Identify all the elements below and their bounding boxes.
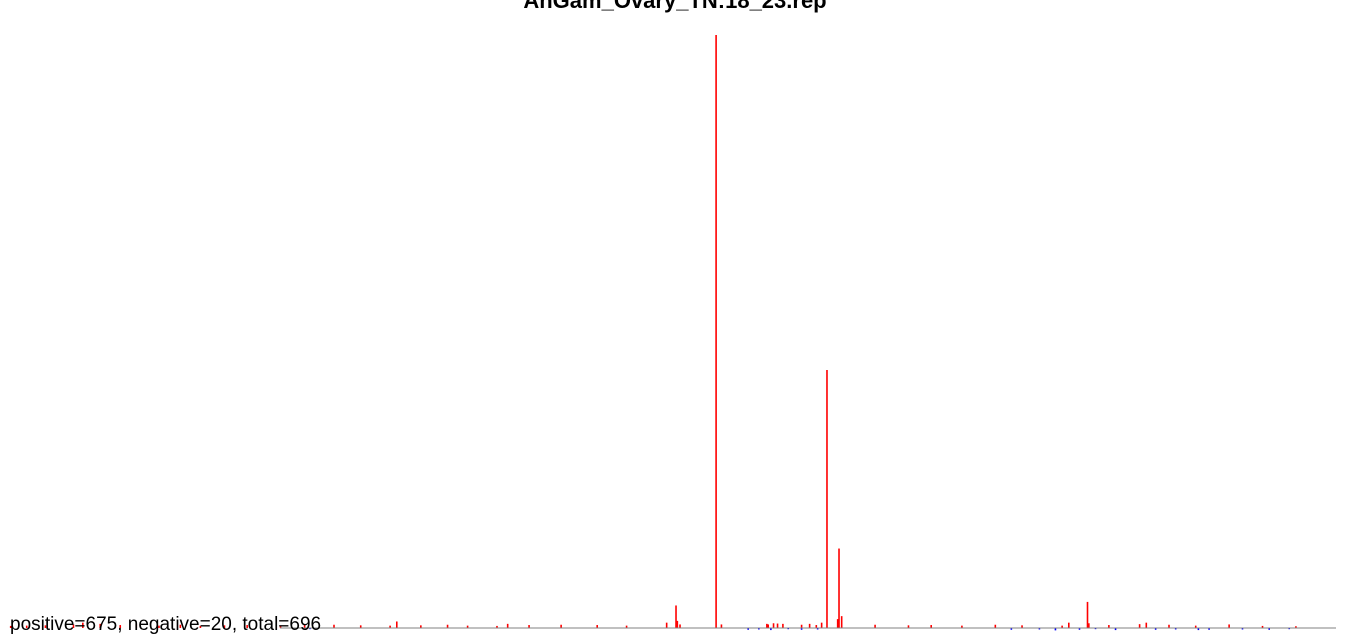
- bars-layer: [9, 35, 1297, 631]
- chart-title: AnGam_Ovary_TN:18_23.rep: [523, 0, 827, 13]
- summary-text: positive=675, negative=20, total=696: [10, 614, 322, 635]
